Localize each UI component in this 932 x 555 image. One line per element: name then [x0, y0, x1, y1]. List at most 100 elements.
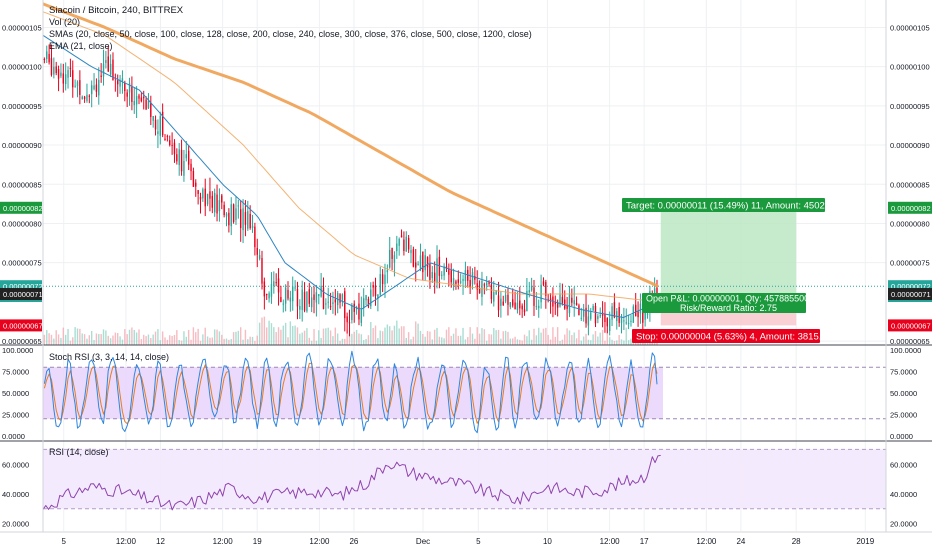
stop-text: Stop: 0.00000004 (5.63%) 4, Amount: 3815… [636, 332, 832, 343]
volume-bar [403, 326, 405, 345]
legend-smas[interactable]: SMAs (20, close, 50, close, 100, close, … [49, 29, 532, 39]
volume-bar [296, 327, 299, 345]
legend-ema[interactable]: EMA (21, close) [49, 41, 113, 51]
candle-body [483, 284, 486, 286]
candle-body [98, 79, 100, 96]
volume-bar [344, 338, 346, 345]
candle-body [587, 316, 590, 326]
volume-bar [424, 336, 426, 345]
volume-bar [93, 340, 95, 345]
volume-bar [57, 334, 60, 345]
candle-body [391, 247, 393, 259]
candle-body [381, 274, 384, 284]
candle-body [124, 82, 126, 92]
legend-vol[interactable]: Vol (20) [49, 17, 80, 27]
stoch-tick-left: 50.0000 [2, 389, 29, 398]
volume-bar [256, 335, 258, 345]
candle-body [228, 212, 230, 226]
candle-body [639, 303, 642, 314]
volume-bar [362, 340, 365, 345]
price-tick-right: 0.00000085 [890, 180, 930, 189]
volume-bar [315, 340, 318, 345]
pnl-label[interactable]: Open P&L: 0.00000001, Qty: 4578855000 Ri… [642, 293, 814, 313]
candle-body [504, 294, 507, 302]
rsi-title[interactable]: RSI (14, close) [49, 447, 109, 457]
volume-bar [504, 330, 507, 345]
candle-body [566, 305, 568, 309]
candle-body [623, 320, 625, 322]
volume-bar [457, 335, 460, 345]
candle-body [261, 258, 263, 284]
candle-body [60, 72, 62, 77]
volume-bar [98, 334, 100, 345]
candle-body [389, 249, 391, 268]
volume-bar [48, 333, 50, 345]
volume-bar [318, 330, 320, 345]
volume-bar [398, 328, 400, 345]
volume-bar [169, 335, 171, 345]
volume-bar [187, 329, 190, 345]
candle-body [530, 286, 533, 291]
candle-body [121, 78, 124, 82]
candle-body [362, 298, 365, 309]
candle-body [341, 294, 344, 300]
candle-body [322, 287, 325, 310]
price-tick-left: 0.00000100 [2, 63, 42, 72]
volume-bar [556, 327, 559, 345]
volume-bar [523, 334, 526, 345]
volume-bar [500, 338, 502, 345]
volume-bar [322, 328, 325, 345]
volume-bar [410, 339, 412, 345]
candle-body [471, 272, 474, 285]
candle-body [457, 279, 460, 283]
candle-body [431, 271, 433, 279]
candle-body [145, 99, 147, 110]
candle-body [585, 307, 587, 324]
stop-label[interactable]: Stop: 0.00000004 (5.63%) 4, Amount: 3815… [632, 329, 832, 343]
candle-body [249, 213, 251, 229]
price-tick-right: 0.00000065 [890, 337, 930, 346]
candle-body [594, 306, 597, 324]
volume-bar [308, 337, 311, 345]
candle-body [216, 194, 218, 214]
volume-bar [64, 334, 67, 345]
candle-body [310, 297, 313, 308]
volume-bar [365, 338, 367, 345]
candle-body [46, 51, 48, 59]
target-label[interactable]: Target: 0.00000011 (15.49%) 11, Amount: … [622, 198, 838, 212]
volume-bar [275, 332, 277, 345]
volume-bar [367, 335, 370, 345]
candle-body [571, 297, 573, 303]
candle-body [592, 305, 594, 311]
candle-body [79, 80, 81, 95]
volume-bar [230, 338, 232, 345]
candle-body [213, 193, 216, 213]
volume-bar [429, 331, 431, 345]
candle-body [154, 119, 157, 130]
candle-body [143, 97, 145, 99]
position-target-zone[interactable] [660, 207, 797, 295]
stoch-title[interactable]: Stoch RSI (3, 3, 14, 14, close) [49, 352, 169, 362]
badge-bg [0, 201, 42, 214]
volume-bar [164, 337, 166, 345]
candle-body [116, 80, 119, 85]
candle-body [105, 60, 107, 64]
candle-body [135, 96, 138, 105]
badge-bg [888, 288, 932, 301]
volume-bar [450, 335, 452, 345]
candle-body [355, 307, 358, 310]
candle-body [344, 291, 346, 319]
sma-major-line [42, 2, 659, 288]
ema-line [42, 34, 659, 318]
volume-bar [143, 334, 145, 345]
volume-bar [86, 338, 88, 345]
volume-bar [405, 337, 407, 345]
volume-bar [445, 329, 448, 345]
candle-body [582, 309, 585, 317]
badge-bg [0, 288, 42, 301]
volume-bar [606, 329, 609, 345]
volume-bar [443, 338, 445, 345]
time-tick-label: 10 [543, 537, 552, 546]
volume-bar [386, 324, 389, 345]
